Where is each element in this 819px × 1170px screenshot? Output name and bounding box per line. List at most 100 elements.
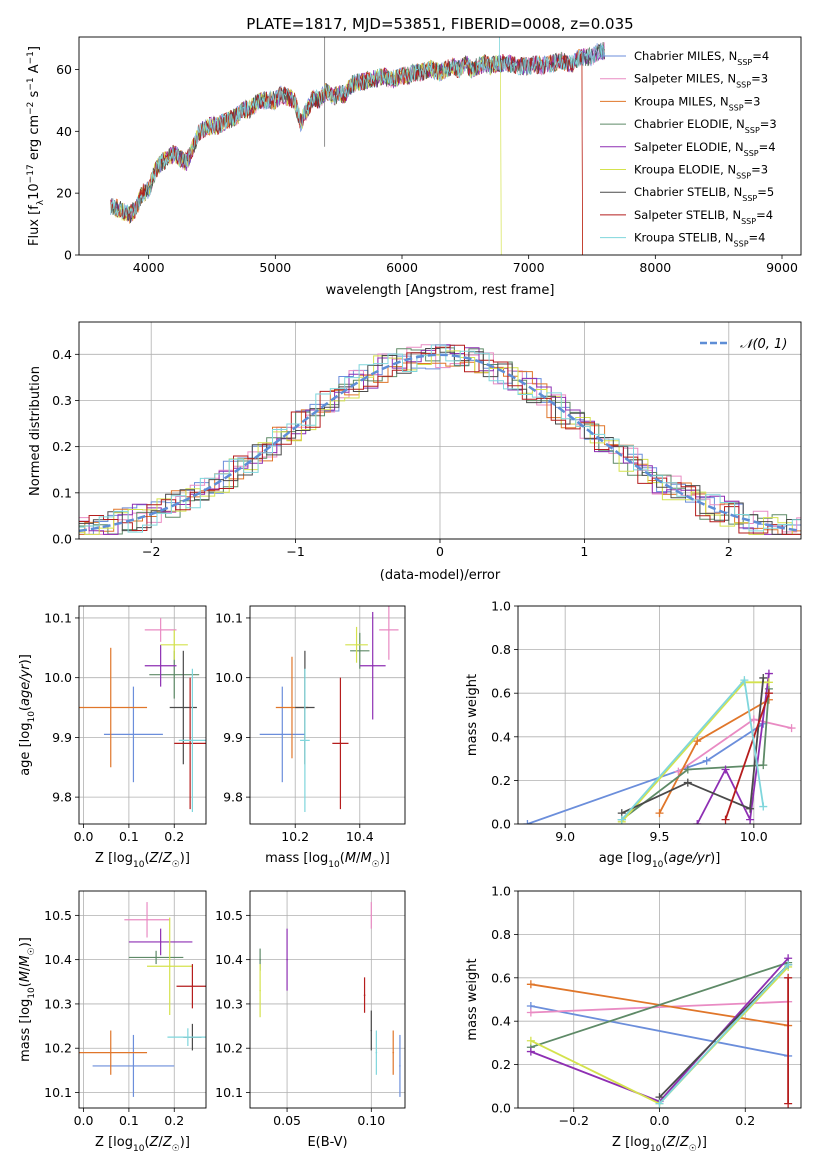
plot-area-mass-vs-Z [79,902,206,1097]
x-tick-label: 0.2 [164,1113,184,1128]
weight-marker [759,673,768,682]
plot-area-age-vs-mass [259,606,399,813]
data-point [159,941,162,943]
y-tick-label: 9.8 [223,790,243,805]
x-axis-label: (data-model)/error [380,568,501,583]
legend-nssp: , N [713,94,729,108]
weight-marker [764,669,773,678]
weight-marker [759,761,768,770]
weight-marker [784,1099,793,1108]
data-point [304,739,306,742]
y-tick-label: 9.8 [52,790,72,805]
legend-nssp: , N [728,140,744,154]
y-tick-label: 0.6 [491,686,511,701]
data-point [370,914,373,917]
x-tick-label: −2 [142,544,160,559]
legend-label: Salpeter MILES, NSSP=3 [634,72,768,90]
x-tick-label: 6000 [386,260,418,275]
weight-series-8 [724,692,770,820]
data-point [371,664,374,667]
data-point [370,1029,373,1032]
weight-series-4 [530,961,789,1049]
weight-marker [784,960,793,969]
legend-nssp: , N [720,163,736,177]
data-point [281,733,284,736]
weight-marker [683,778,692,787]
y-tick-label: 20 [56,186,72,201]
weight-marker [746,804,755,813]
y-tick-label: 0.4 [52,347,72,362]
legend-nssp: , N [720,72,736,86]
x-tick-label: 0 [436,544,444,559]
legend-label: 𝒩(0, 1) [740,337,787,352]
x-tick-label: 8000 [639,260,671,275]
y-tick-label: 10.3 [215,996,243,1011]
x-tick-label: 0.2 [735,1113,755,1128]
legend-label: Chabrier MILES, NSSP=4 [634,49,769,67]
x-tick-label: 9.0 [555,829,575,844]
x-tick-label: 2 [725,544,733,559]
legend-label: Kroupa ELODIE, NSSP=3 [634,163,768,181]
plot-area-residuals [79,344,801,535]
weight-marker [759,802,768,811]
y-tick-label: 10.2 [215,1041,243,1056]
y-tick-label: 1.0 [491,599,511,614]
legend-label: Chabrier STELIB, NSSP=5 [634,185,774,203]
y-tick-label: 0.8 [491,927,511,942]
weight-marker [523,820,532,824]
legend-label: Salpeter ELODIE, NSSP=4 [634,140,776,158]
x-tick-label: 9000 [766,260,798,275]
axes-spectrum: 4000 5000 6000 7000 8000 9000 0 20 40 60 Chabrier … [26,36,802,298]
y-axis-label: Flux [fλ10−17 erg cm−2 s−1 A−1] [26,46,46,246]
y-tick-label: 10.5 [44,908,72,923]
y-axis-label: mass [log10(M/M☉)] [18,937,37,1062]
figure-title: PLATE=1817, MJD=53851, FIBERID=0008, z=0… [246,15,633,33]
weight-marker [655,809,664,818]
data-point [259,989,261,992]
x-axis-label: Z [log10(Z/Z☉)] [95,851,190,870]
axes-age-vs-Z: 0.0 0.1 0.2 9.8 9.9 10.0 10.1 Z [log10(Z/Z☉)] ag… [18,605,207,870]
weight-marker [721,765,730,774]
legend-nssp: , N [729,117,745,131]
x-tick-label: 0.0 [74,1113,94,1128]
axes-frame [249,605,406,825]
y-tick-label: 0 [64,248,72,263]
weight-marker [787,724,796,733]
data-point [291,706,293,709]
y-tick-label: 0.1 [52,485,72,500]
x-tick-label: 10.4 [346,829,374,844]
weight-marker [764,678,773,687]
weight-marker [655,1099,664,1108]
plot-area-weight-vs-Z [526,954,793,1108]
axes-frame [517,605,802,825]
axes-frame [249,890,406,1109]
spectrum-series-9 [110,43,606,219]
weight-marker [526,1008,535,1017]
y-axis-label: mass weight [465,674,480,756]
x-tick-label: 7000 [513,260,545,275]
axes-frame [78,890,207,1109]
weight-marker [526,980,535,989]
y-tick-label: 10.0 [44,670,72,685]
x-tick-label: −0.2 [559,1113,589,1128]
weight-marker [526,1036,535,1045]
histogram-series-2 [79,344,801,535]
axes-frame [78,321,802,540]
data-point [355,644,358,646]
x-tick-label: 10.2 [281,829,309,844]
data-point [173,644,176,646]
histogram-series-7 [79,348,801,535]
data-point [132,1065,135,1067]
x-tick-label: 4000 [133,260,165,275]
weight-marker [617,815,626,824]
x-axis-label: mass [log10(M/M☉)] [265,851,390,870]
y-tick-label: 0.6 [491,970,511,985]
x-axis-label: wavelength [Angstrom, rest frame] [326,283,555,298]
axes-weight-vs-age: 9.0 9.5 10.0 0.0 0.2 0.4 0.6 0.8 1.0 age [log10(a… [465,599,802,870]
weight-series-9 [658,964,789,1105]
y-tick-label: 0.2 [491,1057,511,1072]
x-axis-label: E(B-V) [307,1135,347,1150]
y-tick-label: 0.8 [491,642,511,657]
data-point [168,965,171,968]
x-tick-label: 0.1 [119,829,139,844]
